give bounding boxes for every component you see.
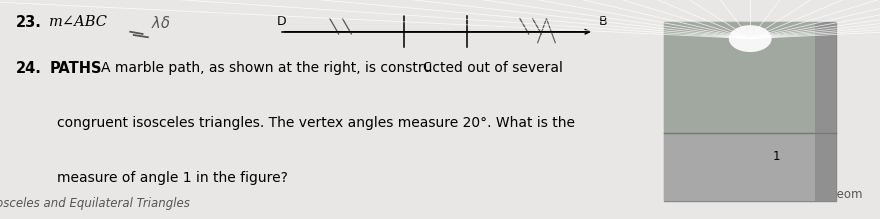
Text: 24.: 24.	[16, 61, 41, 76]
Text: measure of angle 1 in the figure?: measure of angle 1 in the figure?	[57, 171, 288, 185]
Text: 23.: 23.	[16, 15, 41, 30]
Bar	[816, 22, 836, 201]
Ellipse shape	[729, 25, 772, 52]
Text: C: C	[422, 61, 431, 74]
Bar	[664, 133, 836, 201]
Text: A marble path, as shown at the right, is constructed out of several: A marble path, as shown at the right, is…	[101, 61, 563, 75]
Bar	[664, 22, 836, 133]
Text: B: B	[598, 15, 607, 28]
Text: m∠ABC: m∠ABC	[49, 15, 108, 29]
Bar	[664, 22, 836, 201]
Text: PATHS: PATHS	[49, 61, 102, 76]
Text: congruent isosceles triangles. The vertex angles measure 20°. What is the: congruent isosceles triangles. The verte…	[57, 116, 576, 130]
Text: $\lambda\delta$: $\lambda\delta$	[151, 15, 171, 31]
Text: osceles and Equilateral Triangles: osceles and Equilateral Triangles	[0, 197, 189, 210]
Text: D: D	[277, 15, 287, 28]
Text: 1: 1	[772, 150, 780, 163]
Text: Reveal Geom: Reveal Geom	[784, 188, 862, 201]
